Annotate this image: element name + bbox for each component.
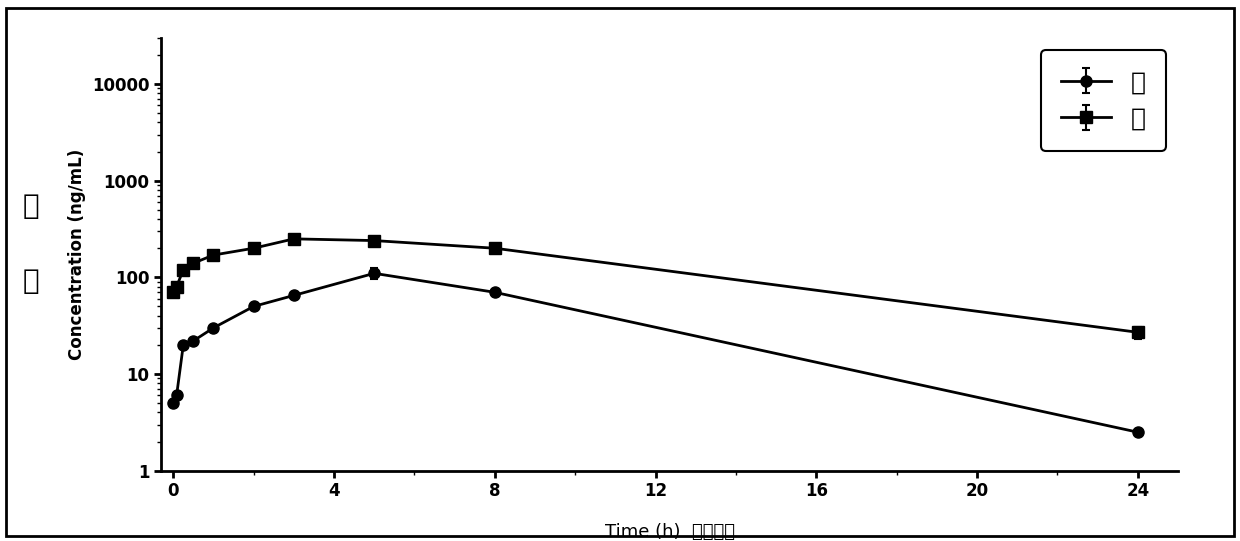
Text: 度: 度 <box>22 267 40 295</box>
Legend: 雄, 雌: 雄, 雌 <box>1040 50 1166 151</box>
Y-axis label: Concentration (ng/mL): Concentration (ng/mL) <box>68 149 87 360</box>
Text: Time (h)  （时间）: Time (h) （时间） <box>605 523 734 540</box>
Text: 浓: 浓 <box>22 192 40 220</box>
